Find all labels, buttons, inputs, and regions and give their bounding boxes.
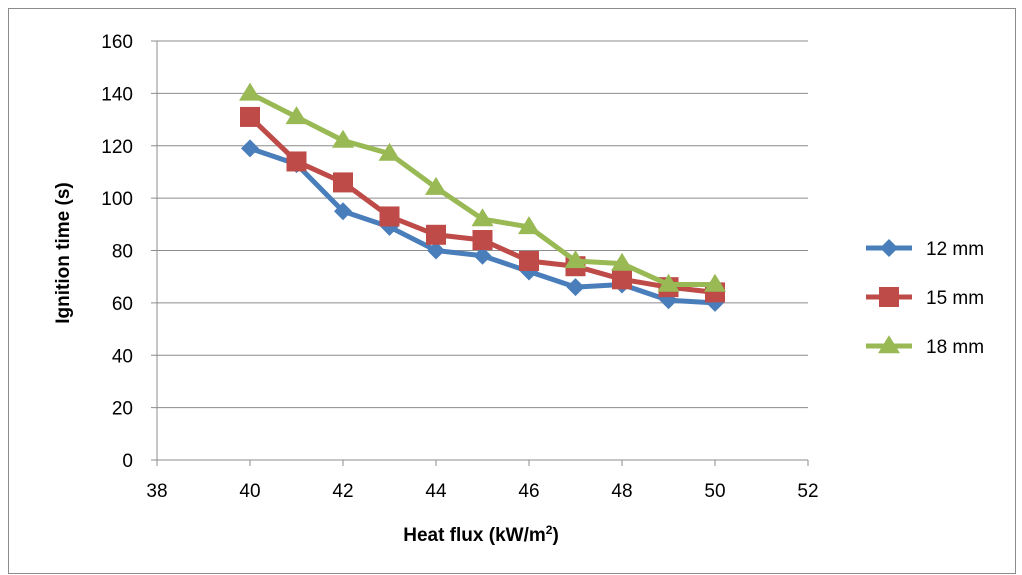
data-point-15-mm-43 [379,206,400,227]
data-point-18-mm-48 [611,252,633,271]
series-line-15-mm [247,114,718,295]
legend-swatch-marker [879,287,899,307]
x-axis-title-sup: 2 [546,523,553,537]
legend: 12 mm 15 mm 18 mm [866,239,984,358]
series-15-mm [240,106,725,303]
legend-swatch-marker [880,239,898,257]
x-tick-label-44: 44 [425,481,447,502]
legend-label: 18 mm [926,337,984,358]
y-tick-label-160: 160 [101,32,133,53]
y-axis-title: Ignition time (s) [53,182,74,323]
data-point-18-mm-44 [425,176,447,195]
data-point-18-mm-42 [332,129,354,148]
x-tick-label-38: 38 [146,481,167,502]
legend-item-12-mm: 12 mm [866,239,984,260]
y-tick-label-80: 80 [112,242,133,263]
data-point-12-mm-47 [566,278,585,297]
data-point-12-mm-44 [427,241,445,260]
legend-swatch-marker [878,335,900,354]
y-tick-label-40: 40 [112,346,133,367]
data-point-15-mm-44 [426,224,446,245]
y-tick-label-120: 120 [101,137,133,158]
legend-label: 12 mm [926,239,984,260]
data-point-15-mm-40 [240,106,260,127]
x-tick-label-52: 52 [797,481,818,502]
x-tick-label-48: 48 [611,481,632,502]
data-point-18-mm-40 [239,82,261,101]
y-tick-label-100: 100 [101,189,133,210]
data-point-12-mm-42 [334,202,352,221]
data-point-15-mm-48 [612,269,632,290]
series-18-mm [239,82,726,292]
x-tick-label-50: 50 [704,481,725,502]
data-point-18-mm-47 [564,250,587,269]
data-point-15-mm-46 [519,250,539,271]
y-tick-label-20: 20 [112,399,133,420]
data-point-18-mm-49 [657,273,680,292]
x-axis-title-base: Heat flux (kW/m [403,525,546,546]
data-point-18-mm-50 [704,273,726,292]
data-point-15-mm-42 [333,172,353,193]
data-point-12-mm-45 [473,246,492,265]
y-tick-label-140: 140 [101,84,133,105]
y-tick-labels: 0 20 40 60 80 100 120 140 160 [101,32,133,472]
data-point-15-mm-41 [286,151,307,172]
axes [151,40,809,466]
x-tick-label-46: 46 [518,481,539,502]
legend-item-18-mm: 18 mm [866,335,984,358]
y-tick-label-0: 0 [122,451,133,472]
x-tick-label-42: 42 [332,481,353,502]
x-axis-title: Heat flux (kW/m2) [403,523,559,546]
x-tick-label-40: 40 [239,481,260,502]
data-point-18-mm-46 [518,216,540,235]
data-point-18-mm-45 [471,208,494,227]
data-point-18-mm-41 [285,106,308,125]
x-axis-title-end: ) [552,525,558,546]
series-group [239,82,726,312]
data-point-12-mm-40 [241,139,259,158]
legend-item-15-mm: 15 mm [866,287,984,309]
gridlines [157,40,808,409]
chart-frame [8,8,1016,574]
data-point-18-mm-43 [378,142,401,161]
y-tick-label-60: 60 [112,294,133,315]
legend-label: 15 mm [926,288,984,309]
data-point-15-mm-45 [472,230,493,251]
x-tick-labels: 38 40 42 44 46 48 50 52 [146,481,818,502]
